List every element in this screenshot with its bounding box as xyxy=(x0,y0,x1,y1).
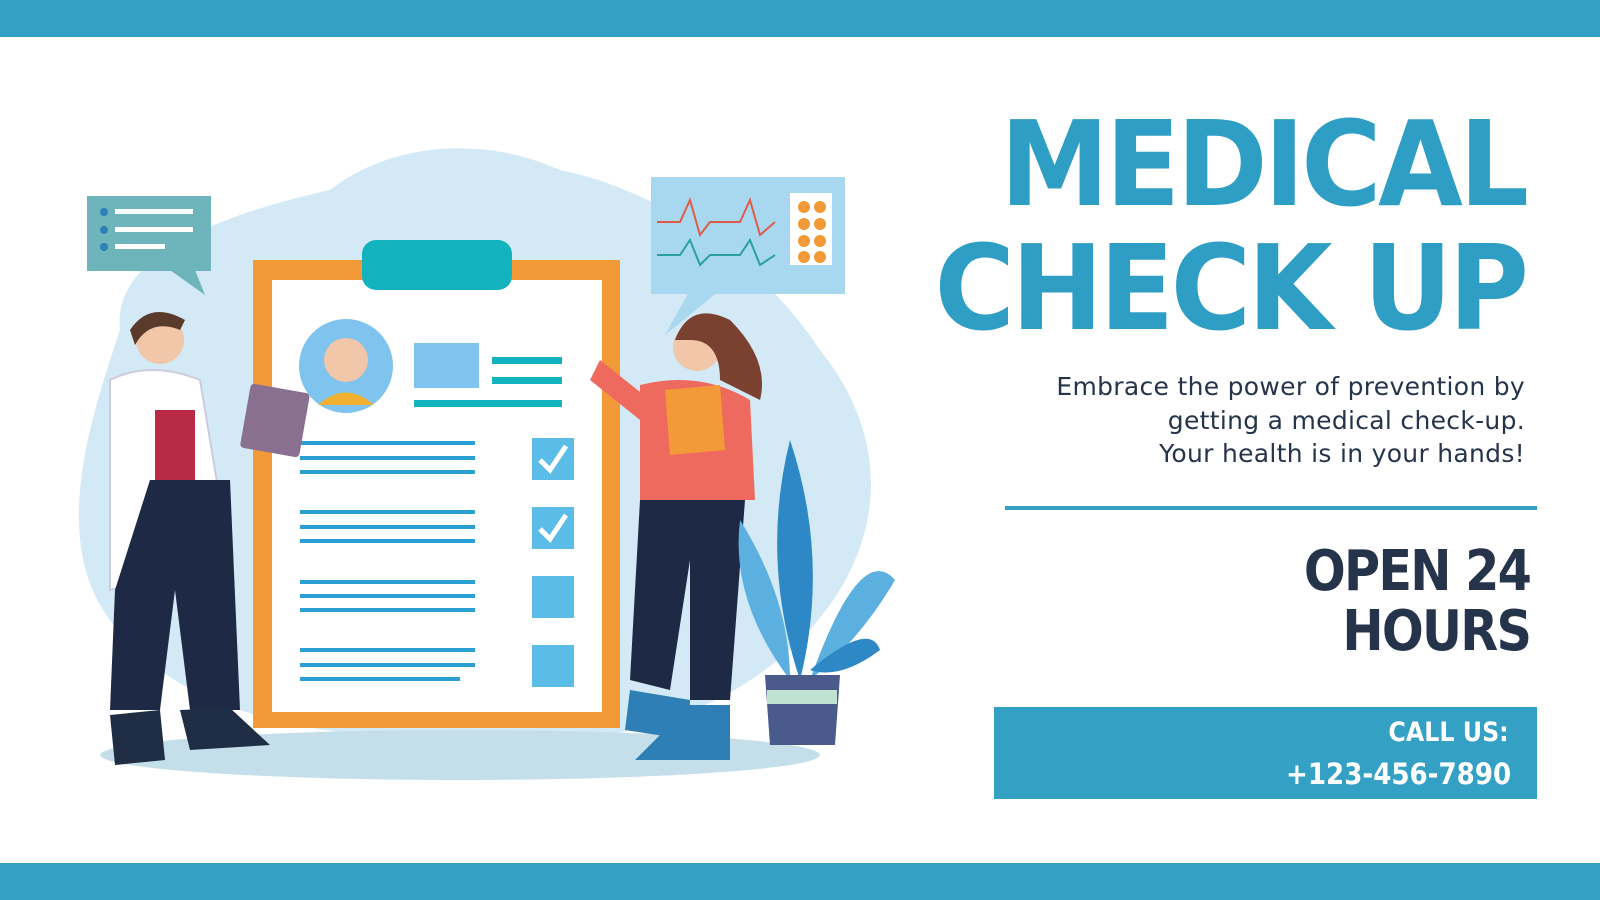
tagline-line-2: getting a medical check-up. xyxy=(1167,405,1525,435)
heart-monitor-icon xyxy=(651,177,845,335)
tagline: Embrace the power of prevention by getti… xyxy=(1056,370,1525,471)
tagline-line-3: Your health is in your hands! xyxy=(1159,439,1525,468)
bottom-banner-bar xyxy=(0,863,1600,900)
phone-number[interactable]: +123-456-7890 xyxy=(1285,757,1511,791)
call-us-box: CALL US: +123-456-7890 xyxy=(994,707,1537,799)
tagline-line-1: Embrace the power of prevention by xyxy=(1056,372,1525,401)
clipboard-icon xyxy=(253,240,620,728)
medical-checkup-illustration xyxy=(78,148,895,780)
section-divider xyxy=(1005,506,1537,510)
top-banner-bar xyxy=(0,0,1600,37)
opening-hours: OPEN 24 HOURS xyxy=(1303,539,1532,664)
title-line-2: CHECK UP xyxy=(934,219,1529,357)
floor-shadow xyxy=(100,730,820,780)
title-line-1: MEDICAL xyxy=(999,95,1529,233)
plant-icon xyxy=(738,440,895,745)
hours-line-1: OPEN 24 xyxy=(1303,539,1532,604)
page-title: MEDICAL CHECK UP xyxy=(934,95,1529,357)
patient-figure xyxy=(590,313,762,760)
call-us-label: CALL US: xyxy=(1388,717,1509,748)
chat-bubble-icon xyxy=(87,196,211,295)
doctor-figure xyxy=(109,312,310,765)
hours-line-2: HOURS xyxy=(1342,599,1532,664)
